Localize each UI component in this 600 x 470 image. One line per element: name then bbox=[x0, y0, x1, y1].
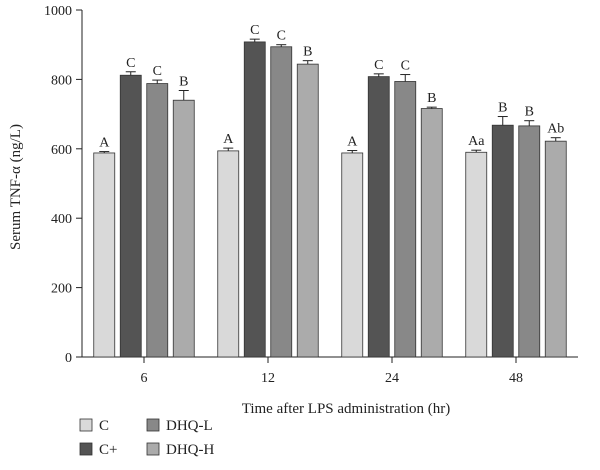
y-tick-label: 600 bbox=[51, 143, 72, 158]
legend: C C+ DHQ-L DHQ-H bbox=[79, 418, 214, 458]
legend-swatch bbox=[79, 418, 93, 432]
significance-label: A bbox=[99, 136, 110, 151]
legend-label: C+ bbox=[99, 442, 117, 458]
y-tick-label: 200 bbox=[51, 282, 72, 297]
x-tick-label: 24 bbox=[385, 371, 399, 386]
bar bbox=[367, 76, 390, 358]
bar bbox=[296, 63, 319, 358]
legend-label: DHQ-L bbox=[166, 418, 213, 434]
x-tick-label: 6 bbox=[141, 371, 148, 386]
significance-label: A bbox=[347, 135, 358, 150]
legend-label: C bbox=[99, 418, 109, 434]
significance-label: C bbox=[374, 58, 383, 73]
bar bbox=[243, 41, 266, 358]
significance-label: B bbox=[427, 91, 436, 106]
plot-area: 0 200 400 600 800 1000 6 A C C B 12 A C C B 24 A C C B 48 Aa B B… bbox=[44, 4, 578, 386]
bar bbox=[394, 81, 417, 358]
significance-label: B bbox=[525, 105, 534, 120]
bar bbox=[270, 46, 293, 358]
significance-label: C bbox=[401, 59, 410, 74]
y-tick-label: 400 bbox=[51, 212, 72, 227]
bar bbox=[465, 151, 488, 358]
significance-label: B bbox=[179, 75, 188, 90]
bar bbox=[491, 124, 514, 358]
significance-label: C bbox=[153, 64, 162, 79]
bar bbox=[146, 83, 169, 358]
significance-label: A bbox=[223, 132, 234, 147]
bar bbox=[544, 140, 567, 358]
significance-label: C bbox=[250, 23, 259, 38]
y-axis-title: Serum TNF-α (ng/L) bbox=[8, 124, 24, 250]
bar bbox=[518, 125, 541, 358]
significance-label: C bbox=[277, 29, 286, 44]
bar bbox=[420, 108, 443, 358]
significance-label: Ab bbox=[547, 122, 564, 137]
significance-label: C bbox=[126, 56, 135, 71]
legend-label: DHQ-H bbox=[166, 442, 214, 458]
y-tick-label: 800 bbox=[51, 73, 72, 88]
x-tick-label: 12 bbox=[261, 371, 275, 386]
significance-label: Aa bbox=[468, 134, 485, 149]
y-tick-label: 1000 bbox=[44, 4, 72, 19]
bar bbox=[341, 152, 364, 358]
bar bbox=[217, 150, 240, 358]
legend-swatch bbox=[146, 418, 160, 432]
x-tick-label: 48 bbox=[509, 371, 523, 386]
x-axis-title: Time after LPS administration (hr) bbox=[242, 401, 451, 417]
significance-label: B bbox=[303, 45, 312, 60]
y-tick-label: 0 bbox=[65, 351, 72, 366]
bar bbox=[172, 99, 195, 358]
bar bbox=[119, 74, 142, 358]
legend-swatch bbox=[79, 442, 93, 456]
significance-label: B bbox=[498, 101, 507, 116]
legend-swatch bbox=[146, 442, 160, 456]
bar bbox=[93, 152, 116, 358]
